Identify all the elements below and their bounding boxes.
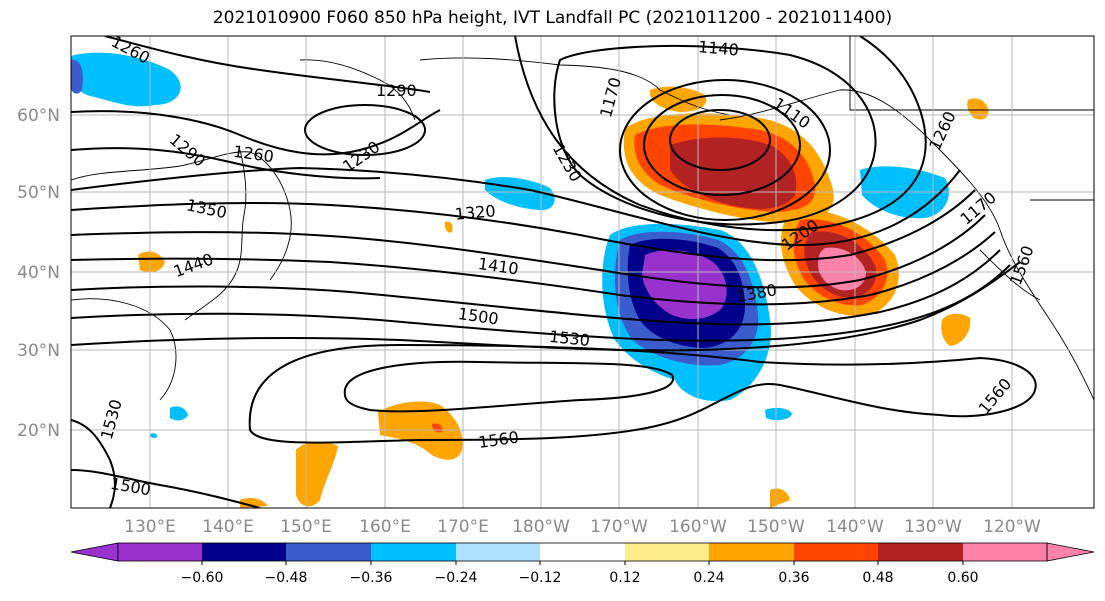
contour-label: 1140 bbox=[697, 37, 739, 59]
colorbar-segment bbox=[794, 543, 878, 561]
colorbar-tick-label: −0.60 bbox=[181, 570, 224, 586]
colorbar-segment bbox=[625, 543, 709, 561]
lon-label-160e: 160°E bbox=[359, 517, 411, 537]
contour-label: 1530 bbox=[548, 327, 590, 350]
lat-label-60n: 60°N bbox=[17, 106, 60, 126]
lon-label-130e: 130°E bbox=[124, 517, 176, 537]
lon-label-170e: 170°E bbox=[437, 517, 489, 537]
colorbar-high-extend bbox=[1046, 542, 1095, 562]
colorbar-tick-label: 0.24 bbox=[693, 570, 724, 586]
lon-label-150w: 150°W bbox=[747, 517, 805, 537]
lon-label-160w: 160°W bbox=[669, 517, 727, 537]
colorbar: −0.60 −0.48 −0.36 −0.24 −0.12 0.12 0.24 … bbox=[70, 542, 1095, 586]
colorbar-tick-label: 0.48 bbox=[862, 570, 893, 586]
contour-label: 1290 bbox=[376, 81, 417, 100]
lon-label-120w: 120°W bbox=[983, 517, 1041, 537]
map-frame bbox=[70, 35, 1095, 509]
contour-label: 1320 bbox=[454, 201, 496, 223]
colorbar-segment bbox=[963, 543, 1047, 561]
colorbar-segment bbox=[118, 543, 202, 561]
lat-label-30n: 30°N bbox=[17, 341, 60, 361]
colorbar-segment bbox=[709, 543, 794, 561]
lon-label-130w: 130°W bbox=[904, 517, 962, 537]
colorbar-tick-label: 0.12 bbox=[609, 570, 640, 586]
coastlines bbox=[71, 36, 1094, 401]
lon-label-140w: 140°W bbox=[826, 517, 884, 537]
colorbar-segment bbox=[286, 543, 371, 561]
longitude-labels: 130°E 140°E 150°E 160°E 170°E 180°W 170°… bbox=[124, 517, 1041, 537]
height-contours bbox=[71, 36, 1037, 508]
colorbar-segment bbox=[371, 543, 456, 561]
colorbar-tick-label: −0.24 bbox=[435, 570, 478, 586]
colorbar-tick-label: −0.12 bbox=[519, 570, 562, 586]
latitude-labels: 60°N 50°N 40°N 30°N 20°N bbox=[17, 106, 60, 441]
lon-label-180w: 180°W bbox=[512, 517, 570, 537]
lat-label-40n: 40°N bbox=[17, 263, 60, 283]
colorbar-segment bbox=[456, 543, 540, 561]
colorbar-tick-label: 0.60 bbox=[947, 570, 978, 586]
colorbar-segment bbox=[202, 543, 286, 561]
colorbar-tick-label: 0.36 bbox=[778, 570, 809, 586]
plot-title: 2021010900 F060 850 hPa height, IVT Land… bbox=[212, 8, 893, 28]
lon-label-140e: 140°E bbox=[202, 517, 254, 537]
colorbar-segment bbox=[878, 543, 963, 561]
colorbar-tick-label: −0.36 bbox=[350, 570, 393, 586]
colorbar-segment bbox=[540, 543, 625, 561]
colorbar-low-extend bbox=[70, 542, 119, 562]
lat-label-20n: 20°N bbox=[17, 421, 60, 441]
colorbar-tick-label: −0.48 bbox=[265, 570, 308, 586]
lat-label-50n: 50°N bbox=[17, 183, 60, 203]
gridlines bbox=[71, 36, 1094, 508]
lon-label-150e: 150°E bbox=[280, 517, 332, 537]
lon-label-170w: 170°W bbox=[590, 517, 648, 537]
